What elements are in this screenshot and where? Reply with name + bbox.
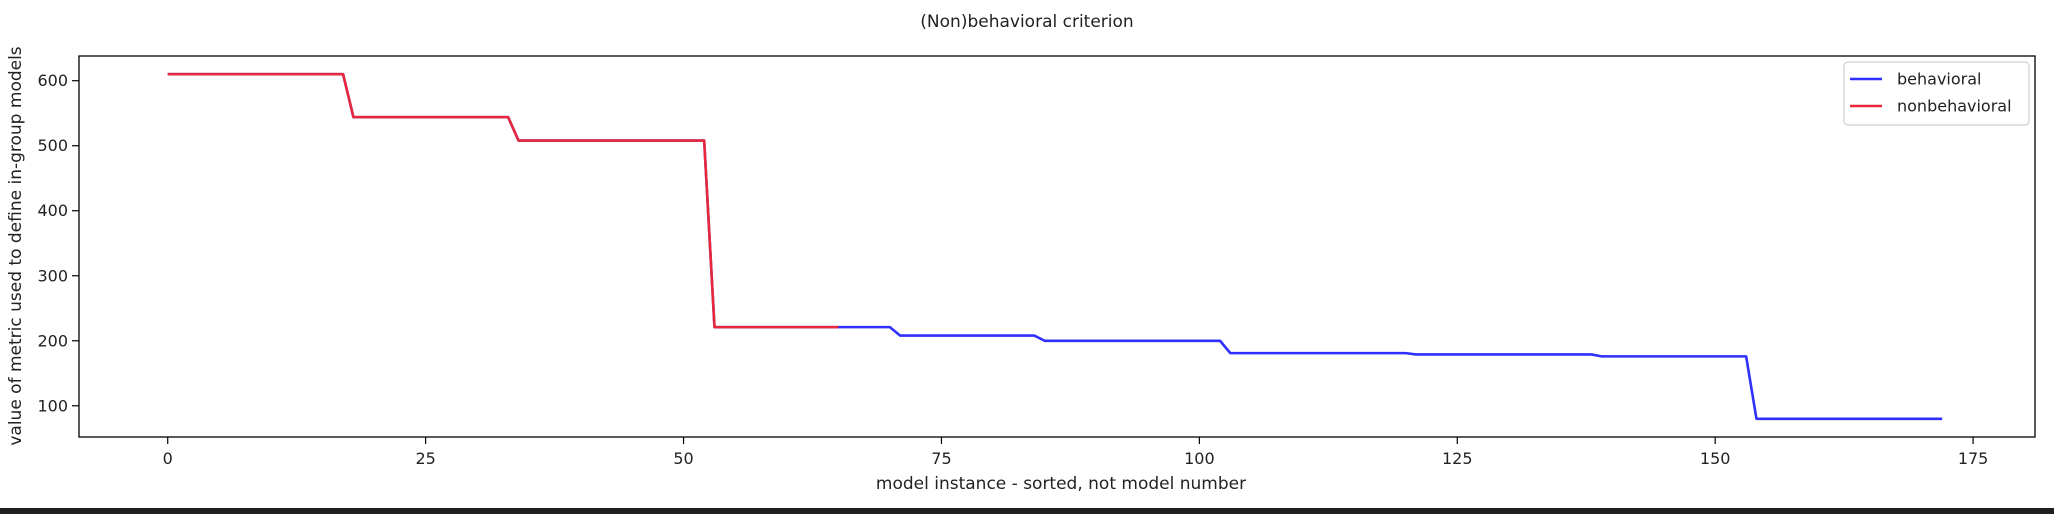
y-axis-label: value of metric used to define in-group … — [6, 46, 26, 445]
y-tick-label: 100 — [37, 396, 68, 415]
bottom-bar — [0, 508, 2054, 514]
plot-area — [78, 55, 2036, 438]
series-layer — [167, 72, 1943, 421]
x-tick-label: 50 — [673, 449, 693, 468]
legend-label-behavioral: behavioral — [1897, 70, 1981, 89]
y-tick-label: 200 — [37, 331, 68, 350]
legend-label-nonbehavioral: nonbehavioral — [1897, 97, 2012, 116]
x-axis-label: model instance - sorted, not model numbe… — [876, 474, 1246, 494]
legend-items: behavioral nonbehavioral — [1850, 70, 2012, 116]
y-tick-label: 500 — [37, 136, 68, 155]
chart-title: (Non)behavioral criterion — [920, 12, 1133, 32]
x-tick-label: 150 — [1700, 449, 1731, 468]
x-tick-label: 75 — [931, 449, 951, 468]
x-axis: 0 25 50 75 100 125 150 175 — [163, 437, 1989, 468]
x-tick-label: 100 — [1184, 449, 1215, 468]
x-tick-label: 25 — [415, 449, 435, 468]
x-tick-label: 175 — [1958, 449, 1989, 468]
x-tick-label: 0 — [163, 449, 173, 468]
series-line-nonbehavioral — [167, 72, 839, 329]
x-tick-label: 125 — [1442, 449, 1473, 468]
y-tick-label: 400 — [37, 201, 68, 220]
legend-box — [1843, 61, 2030, 126]
legend[interactable]: behavioral nonbehavioral — [1843, 61, 2030, 126]
y-tick-label: 300 — [37, 266, 68, 285]
series-line-behavioral — [167, 72, 1943, 421]
y-axis: 100 200 300 400 500 600 — [37, 71, 79, 415]
y-tick-label: 600 — [37, 71, 68, 90]
